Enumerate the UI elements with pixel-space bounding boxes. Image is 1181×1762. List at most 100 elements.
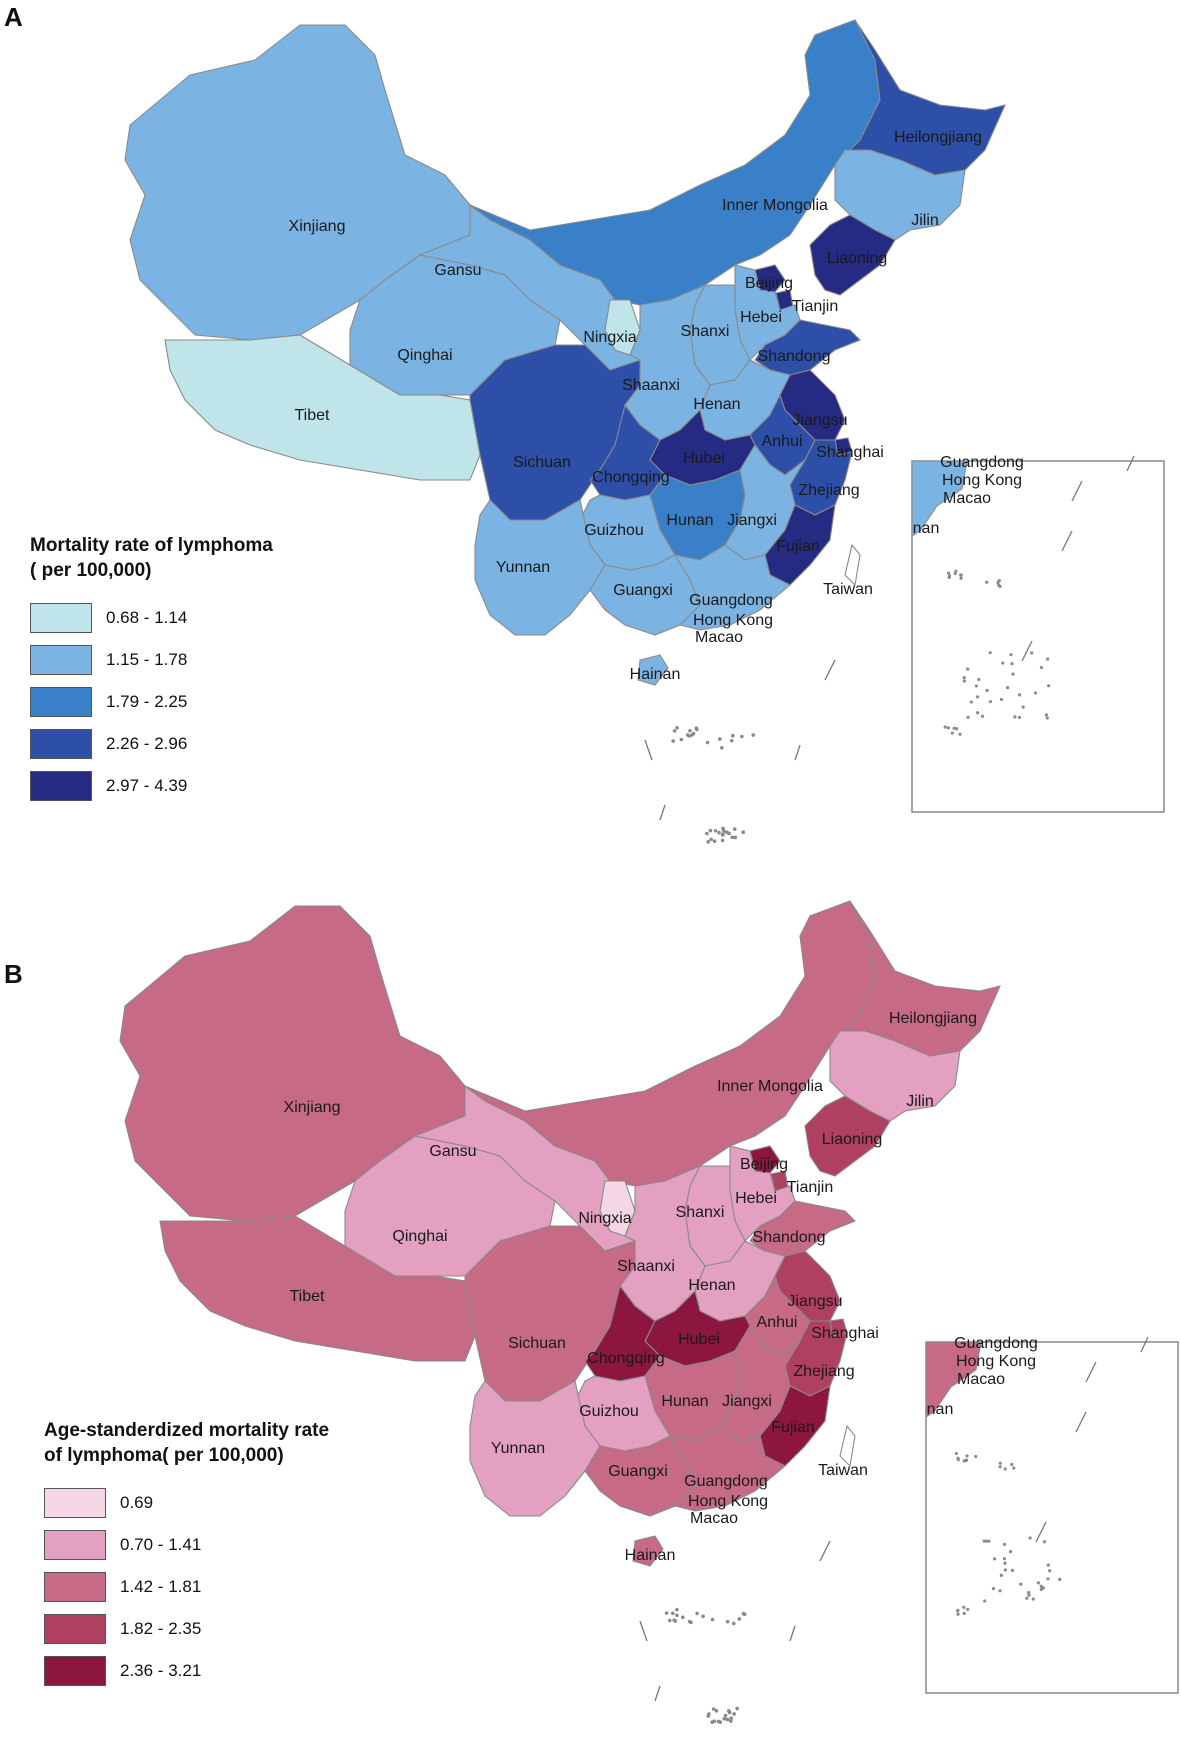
- inset-island-dot: [988, 651, 992, 655]
- inset-island-dot: [1010, 1462, 1014, 1467]
- label-heilongjiang: Heilongjiang: [889, 1010, 977, 1027]
- island-dot: [713, 828, 718, 833]
- inset-island-dot: [966, 715, 970, 719]
- inset-island-dot: [983, 1599, 987, 1603]
- legend-label: 1.15 - 1.78: [106, 650, 188, 669]
- label-tianjin: Tianjin: [792, 298, 839, 315]
- province-yunnan: [469, 1380, 601, 1517]
- inset-island-dot: [1025, 1596, 1029, 1600]
- inset-label: nan: [913, 520, 940, 537]
- inset-island-dot: [943, 725, 947, 729]
- boundary-dash: [819, 1540, 831, 1562]
- island-dot: [725, 1619, 730, 1624]
- inset-island-dot: [954, 569, 958, 573]
- inset-island-dot: [1031, 1597, 1035, 1601]
- inset-island-dot: [998, 1461, 1002, 1465]
- legend-swatch: [44, 1572, 106, 1602]
- label-hainan: Hainan: [630, 666, 681, 683]
- island-dot: [671, 739, 675, 743]
- legend-label: 1.79 - 2.25: [106, 692, 188, 711]
- legend-swatch: [44, 1656, 106, 1686]
- inset-island-dot: [1005, 686, 1010, 690]
- inset-island-dot: [964, 1458, 968, 1463]
- island-dot: [720, 745, 724, 750]
- inset-boundary-dash: [1075, 1411, 1087, 1433]
- legend-swatch: [44, 1488, 106, 1518]
- inset-island-dot: [966, 667, 970, 671]
- island-dot: [701, 1614, 705, 1619]
- island-dot: [708, 828, 713, 833]
- label-yunnan: Yunnan: [491, 1440, 545, 1457]
- label-inner-mongolia: Inner Mongolia: [722, 197, 828, 214]
- label-fujian: Fujian: [771, 1419, 815, 1436]
- label-liaoning: Liaoning: [822, 1131, 883, 1148]
- label-tianjin: Tianjin: [787, 1179, 834, 1196]
- label-shandong: Shandong: [753, 1229, 826, 1246]
- island-dot: [712, 1719, 717, 1724]
- label-taiwan: Taiwan: [823, 581, 873, 598]
- inset-label: Guangdong: [954, 1335, 1038, 1352]
- legend-item: 1.42 - 1.81: [44, 1566, 329, 1608]
- inset-boundary-dash: [1035, 1521, 1047, 1543]
- inset-label: nan: [927, 1401, 954, 1418]
- island-dot: [725, 1717, 730, 1722]
- legend: Mortality rate of lymphoma ( per 100,000…: [30, 533, 273, 807]
- map-panel-a: A Xinjiang Gansu Inner Mongolia Heilongjian…: [4, 2, 1165, 844]
- legend-label: 1.42 - 1.81: [120, 1577, 202, 1596]
- inset-island-dot: [1013, 715, 1017, 719]
- boundary-dash: [794, 744, 801, 761]
- legend-label: 0.68 - 1.14: [106, 608, 188, 627]
- province-guangdong: [673, 544, 791, 631]
- island-dot: [710, 1617, 715, 1622]
- island-dot: [718, 737, 722, 741]
- inset-island-dot: [1046, 1577, 1050, 1581]
- inset-island-dot: [1019, 1582, 1023, 1586]
- legend-label: 0.70 - 1.41: [120, 1535, 202, 1554]
- inset-island-dot: [1017, 693, 1022, 697]
- inset-island-dot: [962, 679, 966, 683]
- province-tibet: [159, 1215, 476, 1362]
- province-hainan: [632, 1535, 664, 1567]
- inset-island-dot: [1002, 1542, 1007, 1546]
- inset-label: Macao: [957, 1371, 1005, 1388]
- legend-item: 1.15 - 1.78: [30, 639, 273, 681]
- label-sichuan: Sichuan: [513, 454, 571, 471]
- legend-item: 2.26 - 2.96: [30, 723, 273, 765]
- label-hebei: Hebei: [735, 1190, 777, 1207]
- legend-swatch: [30, 603, 92, 633]
- island-dot: [732, 827, 737, 831]
- island-dot: [732, 1712, 736, 1716]
- inset-label: Hong Kong: [942, 472, 1022, 489]
- boundary-dash: [824, 659, 836, 681]
- boundary-dash: [639, 1620, 648, 1642]
- inset-island-dot: [1021, 705, 1025, 709]
- island-dot: [741, 830, 746, 834]
- inset-island-dot: [999, 697, 1004, 702]
- label-heilongjiang: Heilongjiang: [894, 129, 982, 146]
- province-taiwan: [844, 543, 861, 587]
- label-hainan: Hainan: [625, 1547, 676, 1564]
- label-shaanxi: Shaanxi: [622, 377, 680, 394]
- legend-title-line1: Age-standerdized mortality rate: [44, 1420, 330, 1441]
- label-anhui: Anhui: [762, 433, 803, 450]
- inset-island-dot: [976, 711, 980, 715]
- province-guangdong: [668, 1425, 786, 1512]
- legend-label: 2.26 - 2.96: [106, 734, 188, 753]
- legend: Age-standerdized mortality rate of lymph…: [44, 1418, 329, 1692]
- label-beijing: Beijing: [740, 1156, 788, 1173]
- legend-swatch: [30, 687, 92, 717]
- province-fujian: [764, 504, 836, 586]
- province-jilin: [829, 1030, 961, 1122]
- inset-island-dot: [1027, 1593, 1031, 1597]
- label-inner-mongolia: Inner Mongolia: [717, 1078, 823, 1095]
- island-dot: [716, 1719, 721, 1724]
- choropleth-map: Xinjiang Gansu Inner Mongolia Heilongjiang J…: [124, 19, 1165, 844]
- province-jilin: [834, 149, 966, 241]
- island-dot: [705, 831, 709, 836]
- inset-island-dot: [955, 727, 959, 731]
- label-macao: Macao: [695, 629, 743, 646]
- inset-island-dot: [962, 676, 966, 680]
- island-dot: [730, 835, 735, 840]
- legend-title-line2: of lymphoma( per 100,000): [44, 1445, 284, 1466]
- label-guizhou: Guizhou: [579, 1403, 639, 1420]
